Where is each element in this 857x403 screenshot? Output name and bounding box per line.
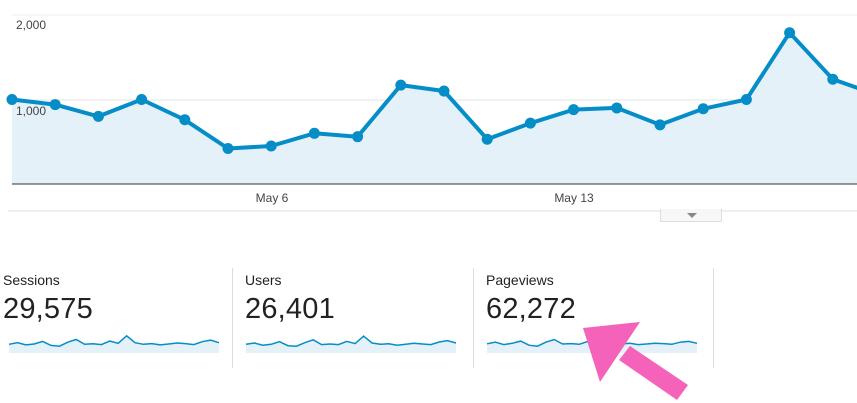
chart-points [6, 27, 839, 155]
data-point-8[interactable] [352, 131, 364, 143]
metric-users[interactable]: Users 26,401 [232, 268, 462, 368]
data-point-0[interactable] [6, 94, 18, 105]
data-point-3[interactable] [136, 94, 148, 105]
data-point-13[interactable] [568, 104, 580, 116]
sessions-line-chart: 2,000 1,000 May 6 May 13 [6, 14, 857, 212]
chart-toggle-button[interactable] [660, 209, 722, 222]
data-point-17[interactable] [740, 94, 752, 105]
sparkline-area [9, 335, 219, 353]
metric-value-sessions: 29,575 [3, 293, 93, 325]
data-point-10[interactable] [438, 85, 450, 97]
metric-label-users: Users [245, 272, 282, 288]
data-point-4[interactable] [179, 114, 191, 126]
data-point-12[interactable] [524, 117, 536, 129]
data-point-7[interactable] [308, 127, 320, 139]
data-point-18[interactable] [784, 27, 796, 39]
metric-label-sessions: Sessions [3, 272, 60, 288]
data-point-1[interactable] [49, 99, 61, 111]
y-tick-label-1000: 1,000 [16, 104, 46, 118]
sparkline-users [245, 335, 457, 353]
x-tick-label-may-6: May 6 [256, 191, 289, 205]
sparkline-line [245, 335, 457, 347]
chevron-down-icon [687, 213, 697, 218]
sparkline-area [487, 336, 697, 353]
data-point-2[interactable] [92, 110, 104, 122]
metric-divider-right [713, 268, 714, 368]
data-point-16[interactable] [697, 103, 709, 115]
data-point-14[interactable] [611, 102, 623, 114]
data-point-9[interactable] [395, 79, 407, 91]
sparkline-sessions [8, 334, 220, 353]
y-tick-label-2000: 2,000 [16, 18, 46, 32]
chart-area-fill [12, 32, 857, 184]
data-point-15[interactable] [654, 119, 666, 131]
data-point-19[interactable] [827, 73, 839, 85]
metric-pageviews[interactable]: Pageviews 62,272 [473, 268, 703, 368]
metric-sessions[interactable]: Sessions 29,575 [3, 268, 233, 368]
x-tick-label-may-13: May 13 [554, 191, 594, 205]
data-point-5[interactable] [222, 143, 234, 155]
metric-value-users: 26,401 [245, 293, 335, 325]
sparkline-area [246, 336, 456, 353]
data-point-11[interactable] [481, 133, 493, 145]
data-point-6[interactable] [265, 140, 277, 152]
metric-value-pageviews: 62,272 [486, 293, 576, 325]
sparkline-pageviews [486, 335, 698, 353]
metric-label-pageviews: Pageviews [486, 272, 554, 288]
sparkline-line [8, 334, 220, 347]
